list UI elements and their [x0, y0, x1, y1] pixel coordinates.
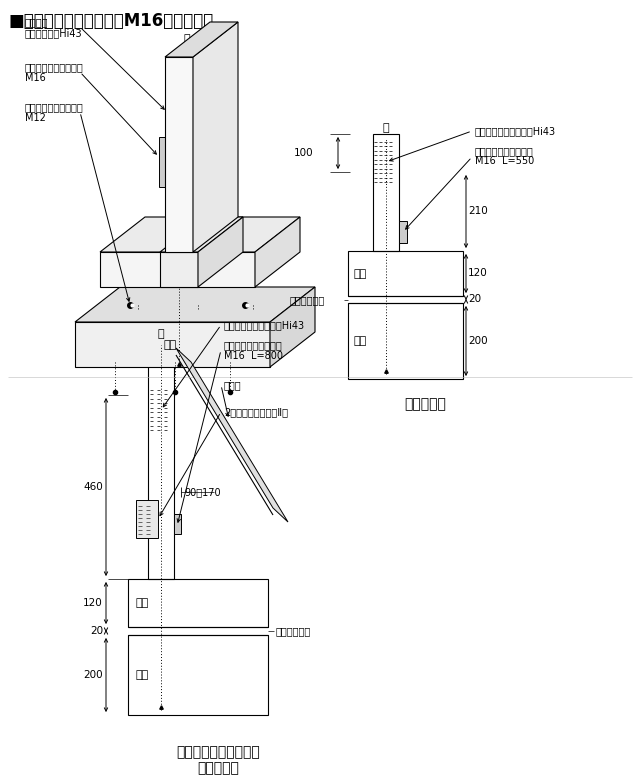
Polygon shape [160, 217, 243, 252]
Text: ■オメガアンカーボルトM16取付参考図: ■オメガアンカーボルトM16取付参考図 [8, 12, 213, 30]
Text: 基礎パッキン: 基礎パッキン [276, 626, 311, 636]
Bar [348, 303, 463, 379]
Text: M16  L=550: M16 L=550 [475, 156, 534, 166]
Text: ビスどめ: ビスどめ [25, 17, 49, 27]
Text: 460: 460 [83, 482, 103, 492]
Polygon shape [176, 348, 288, 522]
Text: オメガアンカーボルト: オメガアンカーボルト [25, 102, 84, 112]
Text: オメガアンカーボルト: オメガアンカーボルト [475, 146, 534, 156]
Text: 柱: 柱 [184, 34, 190, 44]
Text: M12: M12 [25, 113, 46, 123]
Text: 90～170: 90～170 [184, 487, 221, 497]
Polygon shape [193, 22, 238, 252]
Text: 基礎パッキン: 基礎パッキン [290, 295, 325, 305]
Polygon shape [75, 322, 270, 367]
Bar [174, 514, 181, 534]
Polygon shape [100, 252, 255, 287]
Bar [128, 635, 268, 715]
Text: ビスどめホールダウンHi43: ビスどめホールダウンHi43 [475, 126, 556, 136]
Text: 柱: 柱 [157, 329, 164, 339]
Polygon shape [165, 57, 193, 252]
Text: 土台: 土台 [136, 598, 149, 608]
Text: ビスどめホールダウンHi43: ビスどめホールダウンHi43 [224, 320, 305, 330]
Polygon shape [198, 217, 243, 287]
Text: ホールダウンHi43: ホールダウンHi43 [25, 28, 83, 38]
Text: M16  L=800: M16 L=800 [224, 351, 283, 361]
Text: 20: 20 [468, 294, 481, 305]
Polygon shape [100, 217, 300, 252]
Bar [348, 251, 463, 296]
Bar [136, 500, 158, 538]
Text: 土台: 土台 [354, 269, 367, 279]
Text: 200: 200 [468, 336, 488, 346]
Bar [399, 221, 407, 243]
Text: 基礎: 基礎 [136, 670, 149, 680]
Bar [128, 579, 268, 627]
Text: 120: 120 [83, 598, 103, 608]
Text: 20: 20 [90, 626, 103, 636]
Text: オメガアンカーボルト: オメガアンカーボルト [224, 340, 283, 350]
Polygon shape [255, 217, 300, 287]
Text: 土台: 土台 [184, 260, 196, 270]
Polygon shape [270, 287, 315, 367]
Text: M16: M16 [25, 73, 45, 83]
Polygon shape [165, 22, 238, 57]
Text: 柱: 柱 [383, 123, 389, 133]
Bar [373, 134, 399, 251]
Text: 120: 120 [468, 269, 488, 278]
Text: 基礎: 基礎 [354, 336, 367, 346]
Text: 2倍筋かい（リベロⅡ）: 2倍筋かい（リベロⅡ） [224, 407, 288, 417]
Text: 基礎: 基礎 [163, 340, 177, 350]
Bar [148, 340, 174, 579]
Text: 標準施工例: 標準施工例 [404, 397, 446, 411]
Bar [159, 137, 167, 187]
Text: 筋かいとのとり合い部
への施工例: 筋かいとのとり合い部 への施工例 [176, 745, 260, 775]
Text: 200: 200 [83, 670, 103, 680]
Text: 100: 100 [293, 148, 313, 158]
Polygon shape [160, 252, 198, 287]
Text: 筋かい: 筋かい [224, 380, 242, 390]
Text: 210: 210 [468, 207, 488, 217]
Polygon shape [75, 287, 315, 322]
Text: オメガアンカーボルト: オメガアンカーボルト [25, 62, 84, 72]
